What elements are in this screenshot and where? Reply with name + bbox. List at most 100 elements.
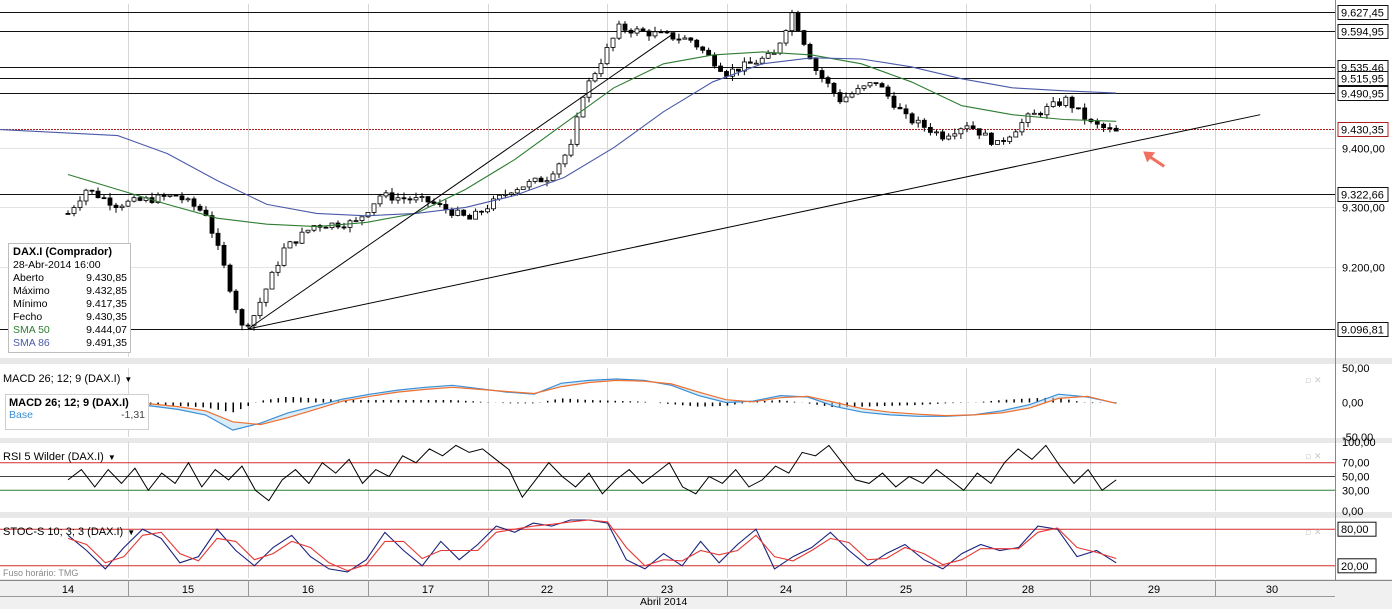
trendline bbox=[247, 114, 1261, 330]
candle-body bbox=[113, 204, 119, 209]
candle-body bbox=[928, 126, 933, 133]
candle-body bbox=[934, 131, 939, 134]
info-row: SMA 50 9.444,07 bbox=[13, 324, 127, 337]
candle-body bbox=[407, 198, 413, 201]
stoc-panel-title[interactable]: STOC-S 10; 3; 3 (DAX.I) ▼ bbox=[3, 526, 135, 538]
candle-body bbox=[131, 197, 137, 202]
candle-body bbox=[741, 61, 747, 72]
candle-body bbox=[783, 30, 789, 44]
candle-body bbox=[837, 92, 843, 103]
candle-body bbox=[341, 226, 347, 229]
candle-body bbox=[1069, 96, 1075, 109]
candle-body bbox=[861, 85, 867, 89]
panel-divider bbox=[0, 512, 1392, 518]
info-row: Mínimo 9.417,35 bbox=[13, 298, 127, 311]
candle-body bbox=[173, 194, 179, 197]
candle-body bbox=[449, 209, 455, 216]
candle-body bbox=[550, 173, 556, 182]
instrument-name: DAX.I (Comprador) bbox=[13, 246, 112, 258]
candle-body bbox=[269, 271, 275, 290]
candle-body bbox=[915, 119, 921, 124]
candle-body bbox=[1107, 127, 1113, 130]
x-tick-label: 29 bbox=[1148, 584, 1160, 596]
candle-body bbox=[903, 108, 909, 115]
candle-body bbox=[185, 198, 191, 201]
candle-body bbox=[1031, 112, 1037, 115]
candle-body bbox=[1082, 107, 1088, 120]
candle-body bbox=[777, 42, 783, 54]
chevron-down-icon[interactable]: ▼ bbox=[107, 453, 116, 462]
candle-body bbox=[1044, 106, 1050, 116]
x-tick-label: 28 bbox=[1022, 584, 1034, 596]
candle-body bbox=[995, 140, 1000, 145]
panel-controls[interactable]: ▫ ✕ bbox=[1305, 528, 1322, 538]
chevron-down-icon[interactable]: ▼ bbox=[124, 375, 133, 384]
candle-body bbox=[952, 133, 958, 137]
candle-body bbox=[413, 197, 419, 201]
candle-body bbox=[1001, 140, 1006, 142]
candle-body bbox=[628, 29, 634, 34]
candle-body bbox=[209, 215, 215, 234]
annotation-arrow-head bbox=[1143, 151, 1156, 163]
candle-body bbox=[179, 195, 185, 201]
candle-body bbox=[694, 39, 700, 48]
macd-box-title: MACD 26; 12; 9 (DAX.I) bbox=[9, 397, 129, 409]
x-tick-label: 23 bbox=[661, 584, 673, 596]
candle-body bbox=[753, 62, 759, 65]
candle-body bbox=[257, 301, 263, 317]
candle-body bbox=[1013, 131, 1019, 138]
level-label-box bbox=[1337, 5, 1389, 20]
rsi-y-tick-label: 70,00 bbox=[1342, 458, 1370, 470]
level-label-box bbox=[1337, 71, 1389, 86]
candle-body bbox=[389, 192, 395, 201]
candle-body bbox=[610, 37, 616, 48]
candle-body bbox=[664, 31, 670, 34]
rsi-panel-title[interactable]: RSI 5 Wilder (DAX.I) ▼ bbox=[3, 451, 116, 463]
info-label: SMA 86 bbox=[13, 337, 50, 349]
candle-body bbox=[976, 128, 982, 136]
candle-body bbox=[921, 119, 927, 128]
macd-y-tick-label: 0,00 bbox=[1342, 398, 1363, 410]
candle-body bbox=[556, 163, 562, 175]
candle-body bbox=[197, 205, 203, 211]
candle-body bbox=[371, 203, 377, 213]
candle-body bbox=[658, 31, 664, 34]
candle-body bbox=[167, 194, 173, 197]
candle-body bbox=[508, 192, 514, 195]
candle-body bbox=[688, 37, 694, 41]
rsi-y-tick-label: 100,00 bbox=[1342, 437, 1376, 449]
candle-body bbox=[730, 68, 735, 77]
level-label-box bbox=[1337, 24, 1389, 39]
candle-body bbox=[275, 264, 281, 273]
level-label: 9.096,81 bbox=[1341, 325, 1384, 337]
chevron-down-icon[interactable]: ▼ bbox=[127, 528, 136, 537]
candle-body bbox=[574, 116, 580, 145]
candle-body bbox=[293, 241, 299, 244]
candle-body bbox=[491, 198, 496, 210]
candle-body bbox=[891, 95, 897, 108]
candle-body bbox=[771, 52, 777, 55]
rsi-line bbox=[67, 444, 1117, 502]
info-value: 9.430,85 bbox=[86, 272, 127, 284]
level-label-box bbox=[1337, 187, 1389, 202]
candle-body bbox=[532, 177, 538, 182]
candle-body bbox=[958, 128, 964, 135]
signal-line bbox=[67, 379, 1117, 426]
candle-body bbox=[724, 71, 729, 77]
stoch-k-line bbox=[67, 519, 1117, 573]
info-label: SMA 50 bbox=[13, 324, 50, 336]
macd-panel-title[interactable]: MACD 26; 12; 9 (DAX.I) ▼ bbox=[3, 373, 132, 385]
panel-controls[interactable]: ▫ ✕ bbox=[1305, 376, 1322, 386]
candle-body bbox=[431, 201, 437, 204]
candle-body bbox=[107, 197, 113, 206]
candle-body bbox=[1101, 123, 1106, 129]
panel-divider bbox=[0, 438, 1392, 443]
candle-body bbox=[1094, 121, 1100, 125]
candle-body bbox=[706, 49, 712, 56]
panel-controls[interactable]: ▫ ✕ bbox=[1305, 452, 1322, 462]
candle-body bbox=[831, 82, 837, 93]
candle-body bbox=[227, 264, 233, 292]
candle-body bbox=[161, 194, 167, 197]
stoc-level-box bbox=[1337, 521, 1377, 537]
